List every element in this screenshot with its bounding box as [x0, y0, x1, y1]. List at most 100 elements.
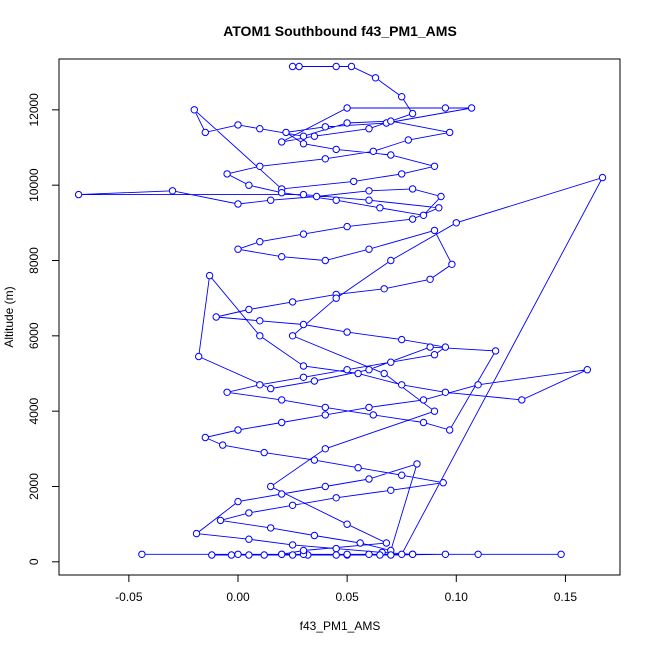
- data-point: [234, 245, 242, 253]
- data-point: [446, 128, 454, 137]
- data-point: [256, 125, 264, 133]
- data-point: [518, 396, 526, 404]
- data-point: [195, 352, 203, 361]
- data-point: [267, 384, 275, 393]
- data-point: [365, 366, 373, 374]
- data-point: [208, 551, 216, 559]
- data-point: [387, 117, 395, 125]
- data-point: [343, 119, 351, 127]
- x-tick-label: -0.05: [115, 590, 143, 604]
- data-point: [398, 550, 406, 558]
- data-point: [408, 109, 417, 118]
- data-point: [260, 551, 268, 559]
- data-point: [557, 550, 565, 558]
- data-point: [343, 366, 351, 374]
- data-point: [299, 132, 308, 140]
- data-point: [299, 230, 308, 238]
- data-point: [365, 125, 373, 133]
- data-point: [343, 104, 351, 112]
- data-point: [256, 332, 264, 340]
- data-point: [369, 411, 377, 419]
- data-point: [343, 550, 351, 558]
- data-point: [491, 347, 500, 355]
- data-point: [441, 343, 450, 351]
- chart-title: ATOM1 Southbound f43_PM1_AMS: [223, 23, 457, 39]
- data-point: [430, 226, 439, 235]
- data-point: [299, 362, 308, 370]
- data-point: [408, 550, 417, 558]
- data-point: [343, 328, 351, 336]
- y-tick-label: 2000: [27, 473, 41, 500]
- data-point: [371, 74, 380, 82]
- data-point: [376, 204, 384, 212]
- data-point: [380, 369, 388, 378]
- x-axis: -0.05 0.00 0.05 0.10 0.15: [115, 574, 578, 604]
- data-point: [398, 381, 406, 389]
- data-point: [321, 403, 329, 412]
- data-point: [205, 271, 214, 280]
- data-point: [365, 550, 373, 558]
- data-point: [474, 550, 482, 558]
- data-point: [190, 106, 199, 114]
- data-point: [256, 317, 264, 325]
- y-tick-label: 4000: [27, 397, 41, 424]
- data-point: [404, 136, 412, 144]
- data-point: [245, 551, 253, 559]
- x-tick-label: 0.05: [335, 590, 359, 604]
- y-tick-label: 10000: [27, 168, 41, 202]
- data-point: [288, 541, 297, 549]
- data-point: [398, 471, 406, 479]
- data-point: [245, 535, 253, 543]
- data-point: [419, 418, 428, 427]
- data-point: [408, 185, 417, 193]
- data-point: [223, 170, 231, 178]
- data-point: [245, 181, 253, 189]
- data-point: [365, 475, 373, 483]
- data-point: [343, 520, 351, 528]
- data-point: [354, 369, 362, 378]
- data-point: [310, 377, 319, 385]
- data-point: [278, 189, 286, 197]
- data-point: [380, 285, 388, 293]
- data-point: [223, 388, 231, 396]
- data-point: [282, 128, 290, 137]
- data-point: [256, 381, 264, 389]
- data-point: [430, 162, 439, 171]
- data-point: [398, 93, 406, 101]
- data-point: [387, 486, 395, 494]
- data-point: [321, 445, 329, 453]
- data-point: [376, 551, 384, 559]
- x-tick-label: 0.15: [554, 590, 578, 604]
- data-point: [350, 177, 358, 186]
- data-point: [435, 204, 443, 212]
- data-point: [408, 215, 417, 223]
- data-point: [219, 441, 227, 449]
- data-point: [448, 260, 456, 268]
- y-tick-label: 6000: [27, 322, 41, 349]
- data-point: [299, 546, 308, 555]
- data-point: [446, 426, 454, 434]
- data-point: [441, 388, 450, 396]
- data-point: [321, 411, 329, 419]
- data-point: [439, 479, 447, 487]
- data-point: [387, 551, 395, 559]
- data-point: [332, 294, 340, 302]
- data-point: [332, 494, 340, 502]
- data-point: [227, 551, 236, 559]
- data-point: [288, 62, 297, 71]
- data-point: [419, 396, 428, 404]
- data-point: [583, 366, 591, 374]
- data-point: [467, 104, 476, 112]
- x-axis-label: f43_PM1_AMS: [300, 619, 381, 633]
- data-point: [138, 550, 146, 558]
- data-point: [74, 190, 83, 199]
- data-point: [426, 275, 434, 283]
- data-point: [387, 151, 395, 159]
- data-point: [598, 173, 607, 182]
- data-point: [387, 256, 395, 265]
- data-point: [365, 187, 373, 195]
- data-point: [413, 460, 421, 468]
- data-point: [441, 104, 450, 112]
- data-point: [278, 138, 286, 146]
